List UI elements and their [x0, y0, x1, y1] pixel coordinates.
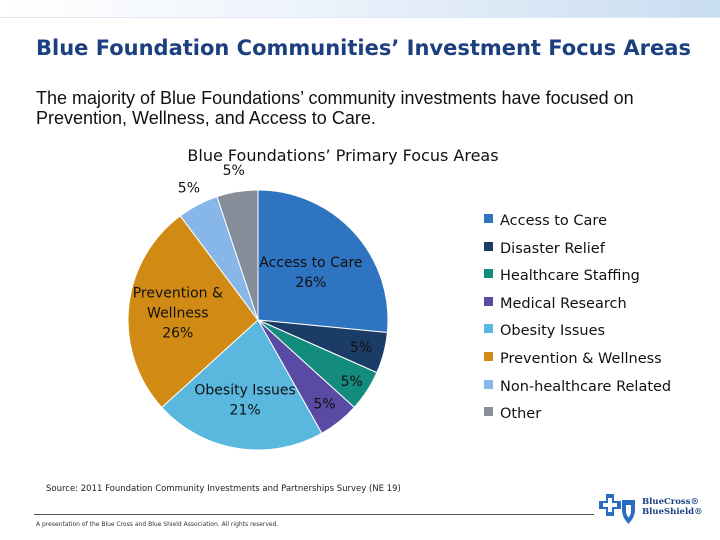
legend-label: Prevention & Wellness	[500, 350, 662, 367]
pie-chart: Access to Care 26% 5% 5% 5% Obesity Issues 21%…	[127, 163, 389, 451]
legend-item: Non-healthcare Related	[484, 374, 714, 402]
slice-label-prevention-wellness: Prevention & Wellness 26%	[133, 285, 223, 341]
header-band	[0, 0, 720, 18]
slice-label-medical-research: 5%	[313, 396, 335, 412]
slice-label-healthcare-staffing: 5%	[341, 374, 363, 390]
slice-label-access-to-care: Access to Care 26%	[259, 255, 362, 291]
legend-item: Medical Research	[484, 291, 714, 319]
pie-slice-prevention-wellness	[127, 215, 259, 409]
legend-item: Healthcare Staffing	[484, 263, 714, 291]
blue-cross-icon	[599, 494, 635, 524]
bcbs-logo: BlueCross® BlueShield®	[598, 492, 708, 526]
logo-line-2: BlueShield®	[642, 507, 703, 517]
legend-swatch	[484, 269, 493, 279]
pie-slice-access-to-care	[257, 189, 389, 334]
page-subtitle: The majority of Blue Foundations’ commun…	[36, 88, 634, 128]
legend-swatch	[484, 241, 493, 251]
legend-item: Prevention & Wellness	[484, 346, 714, 374]
legend-label: Other	[500, 406, 542, 423]
legend-label: Healthcare Staffing	[500, 268, 640, 285]
legend-item: Obesity Issues	[484, 318, 714, 346]
legend-label: Non-healthcare Related	[500, 378, 672, 395]
legend-label: Disaster Relief	[500, 240, 605, 257]
logo-line-1: BlueCross®	[642, 497, 699, 507]
chart-legend: Access to Care Disaster Relief Healthcare …	[484, 208, 714, 429]
footer-divider	[34, 514, 594, 515]
legend-label: Medical Research	[500, 295, 627, 312]
slice-label-other: 5%	[223, 163, 245, 179]
page-title: Blue Foundation Communities’ Investment …	[36, 36, 691, 60]
legend-label: Access to Care	[500, 213, 607, 229]
slice-label-disaster-relief: 5%	[350, 340, 372, 356]
legend-swatch	[484, 214, 493, 223]
source-note: Source: 2011 Foundation Community Invest…	[46, 484, 401, 494]
slice-label-obesity-issues: Obesity Issues 21%	[194, 383, 295, 419]
pie-slice-other	[216, 189, 259, 321]
logo-text: BlueCross® BlueShield®	[642, 497, 708, 517]
legend-swatch	[484, 407, 493, 417]
slice-label-non-healthcare-related: 5%	[178, 181, 200, 197]
legend-label: Obesity Issues	[500, 323, 606, 340]
legend-item: Access to Care	[484, 208, 714, 236]
pie-slice-obesity-issues	[161, 319, 323, 451]
legend-item: Other	[484, 401, 714, 429]
legend-swatch	[484, 296, 493, 306]
legend-swatch	[484, 379, 493, 389]
chart-title: Blue Foundations’ Primary Focus Areas	[187, 146, 499, 165]
legend-swatch	[484, 351, 493, 361]
legend-item: Disaster Relief	[484, 236, 714, 264]
legend-swatch	[484, 324, 493, 334]
footer-text: A presentation of the Blue Cross and Blu…	[36, 521, 279, 528]
